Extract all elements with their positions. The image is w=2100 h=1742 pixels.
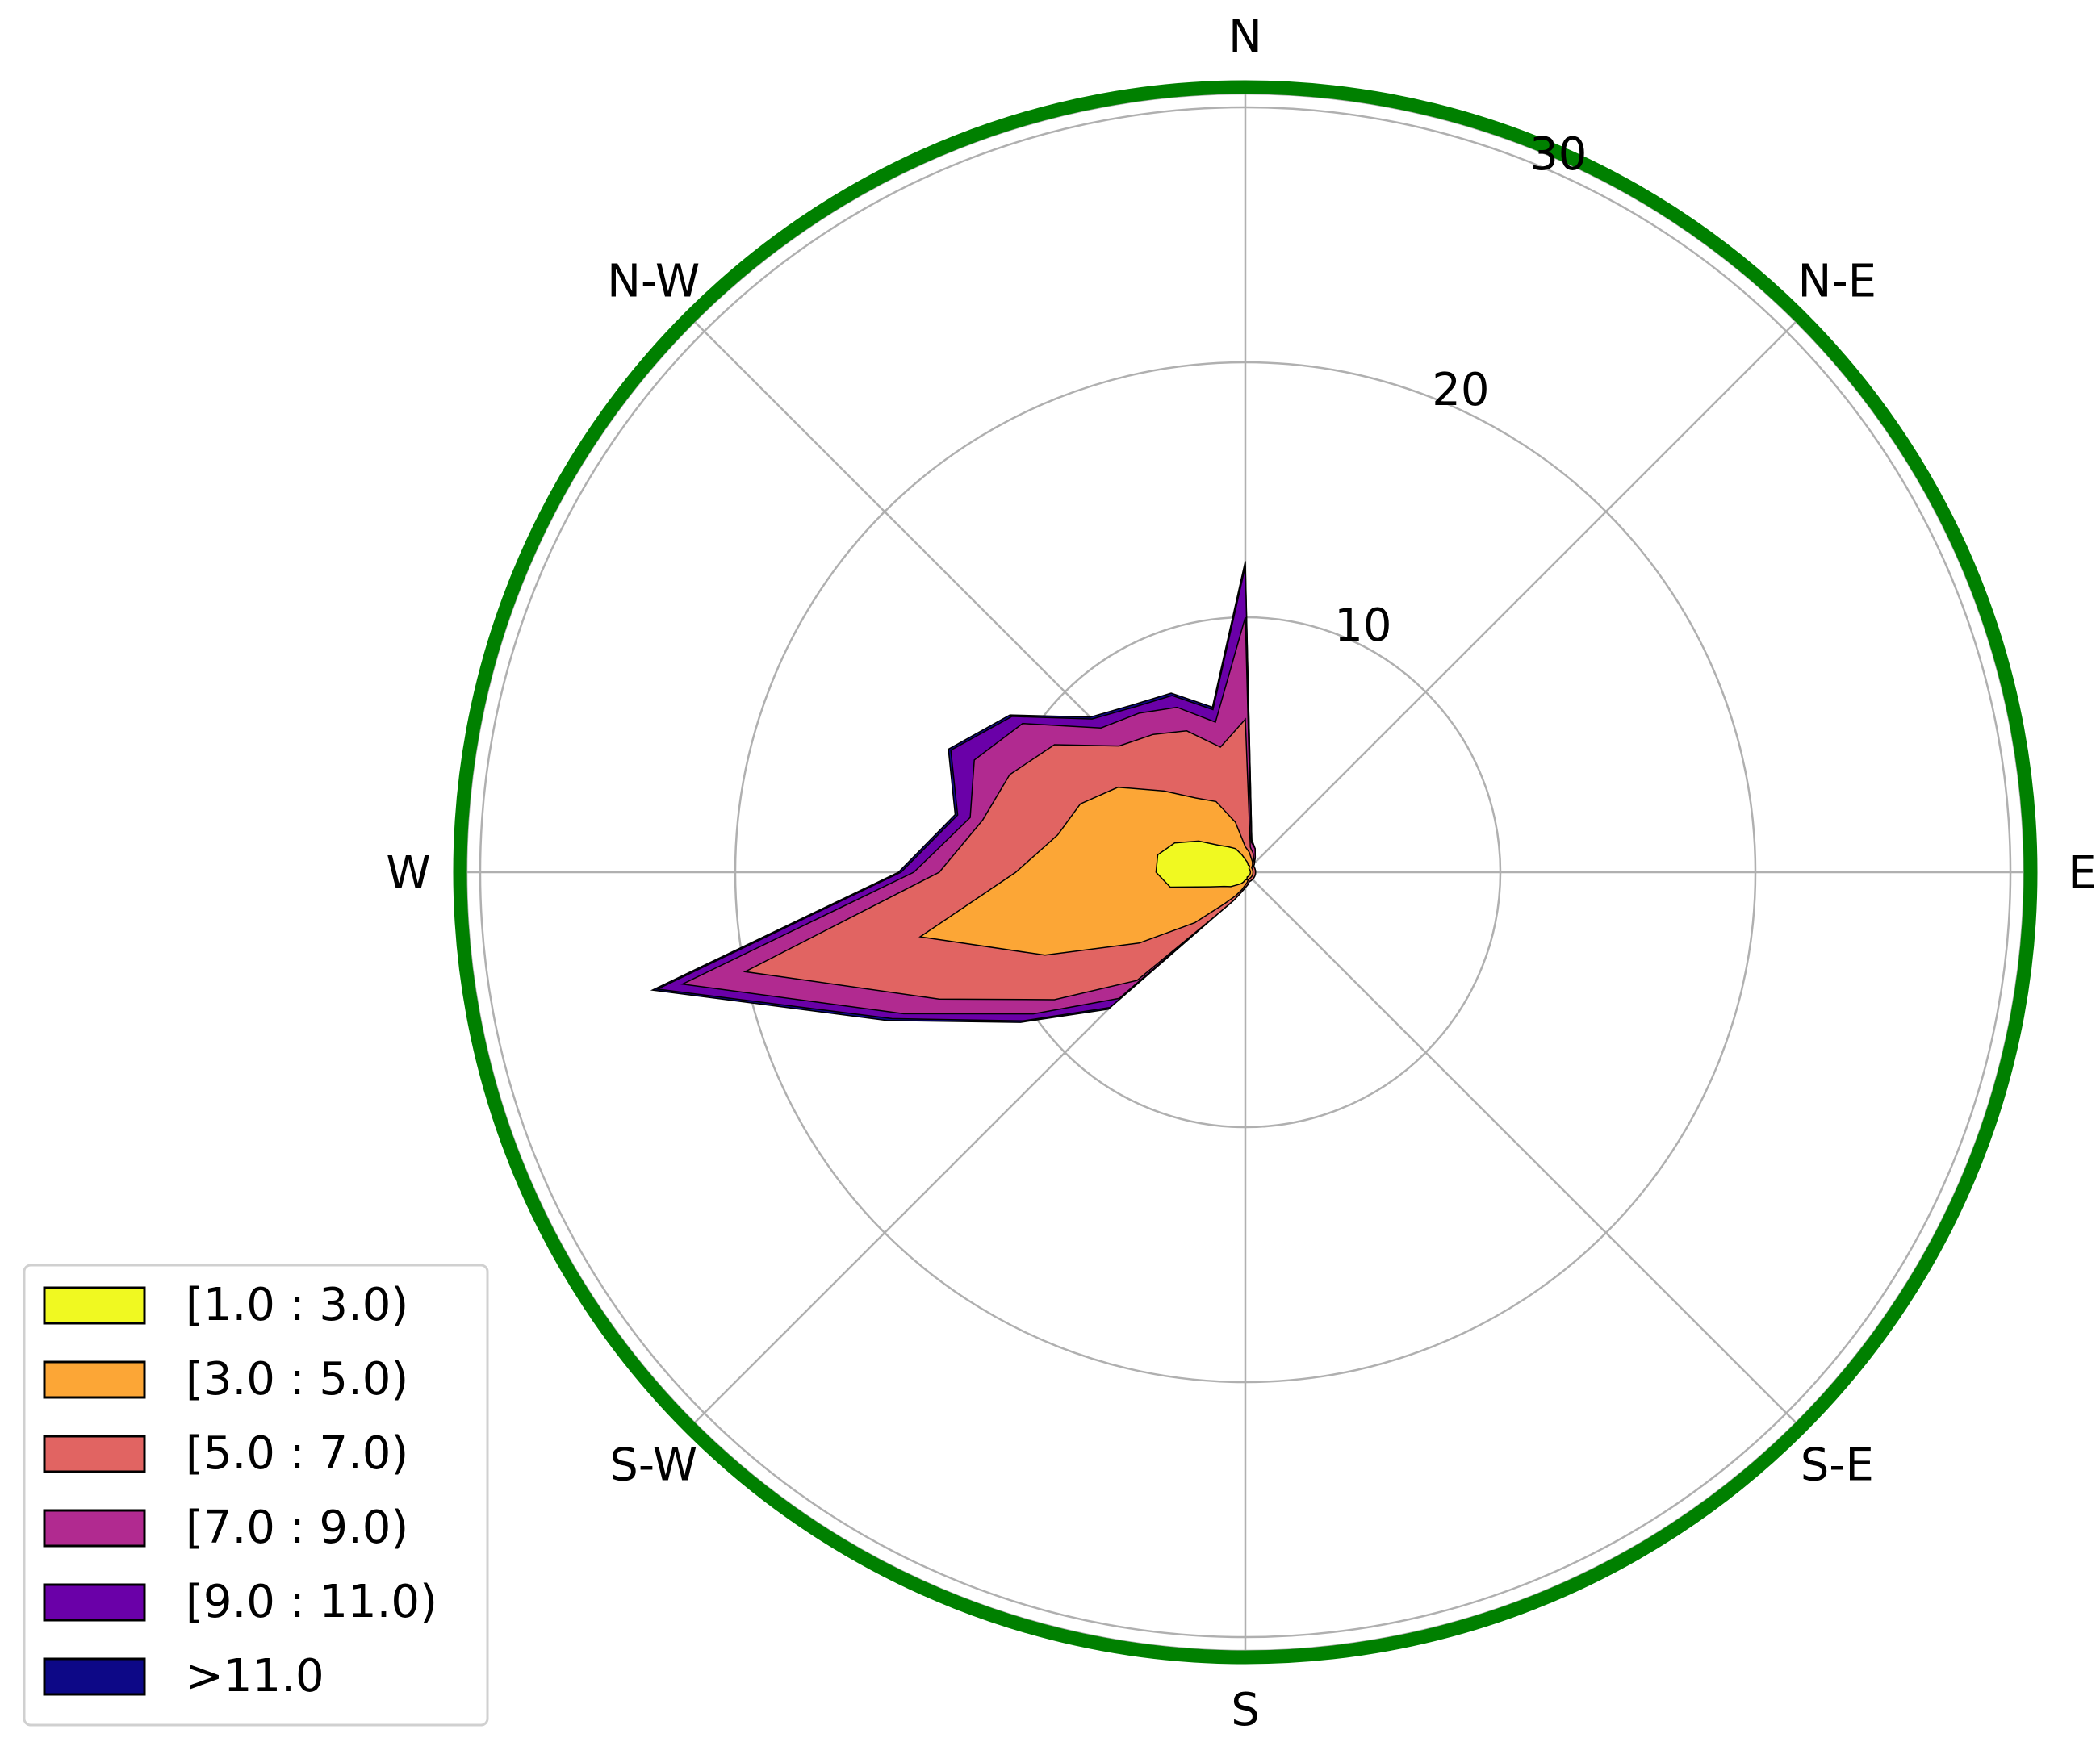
legend-swatch-6 bbox=[43, 1657, 146, 1696]
direction-label-e: E bbox=[2068, 847, 2096, 900]
legend-swatch-5 bbox=[43, 1583, 146, 1622]
direction-labels: N N-E E S-E S S-W W N-W bbox=[386, 10, 2096, 1736]
direction-label-s: S bbox=[1231, 1684, 1260, 1736]
legend-label-6: >11.0 bbox=[186, 1650, 324, 1702]
series-area-1 bbox=[1155, 840, 1252, 888]
frame-circle bbox=[453, 80, 2038, 1665]
direction-label-n-e: N-E bbox=[1798, 256, 1876, 308]
radial-tick-label-20: 20 bbox=[1432, 364, 1489, 416]
legend-label-5: [9.0 : 11.0) bbox=[186, 1576, 437, 1628]
direction-label-w: W bbox=[386, 847, 430, 900]
direction-label-n-w: N-W bbox=[607, 256, 700, 308]
legend-swatch-3 bbox=[43, 1435, 146, 1473]
wind-rose-series bbox=[650, 561, 1257, 1023]
legend-label-3: [5.0 : 7.0) bbox=[186, 1427, 408, 1480]
direction-label-n: N bbox=[1228, 10, 1262, 63]
direction-label-s-w: S-W bbox=[609, 1439, 697, 1491]
legend: [1.0 : 3.0) [3.0 : 5.0) [5.0 : 7.0) [7.0 : … bbox=[23, 1264, 489, 1727]
legend-swatch-1 bbox=[43, 1286, 146, 1325]
radial-tick-label-30: 30 bbox=[1529, 128, 1587, 181]
polar-frame bbox=[453, 80, 2038, 1665]
spoke-n-e bbox=[1245, 320, 1798, 873]
legend-swatch-2 bbox=[43, 1360, 146, 1399]
legend-label-1: [1.0 : 3.0) bbox=[186, 1279, 408, 1331]
series-area-2 bbox=[918, 786, 1254, 956]
radial-tick-labels: 10 20 30 bbox=[1334, 128, 1587, 652]
legend-label-4: [7.0 : 9.0) bbox=[186, 1502, 408, 1554]
radial-tick-label-10: 10 bbox=[1334, 599, 1391, 652]
legend-swatch-4 bbox=[43, 1509, 146, 1548]
legend-label-2: [3.0 : 5.0) bbox=[186, 1353, 408, 1406]
direction-label-s-e: S-E bbox=[1801, 1439, 1874, 1491]
spoke-s-e bbox=[1245, 871, 1798, 1425]
